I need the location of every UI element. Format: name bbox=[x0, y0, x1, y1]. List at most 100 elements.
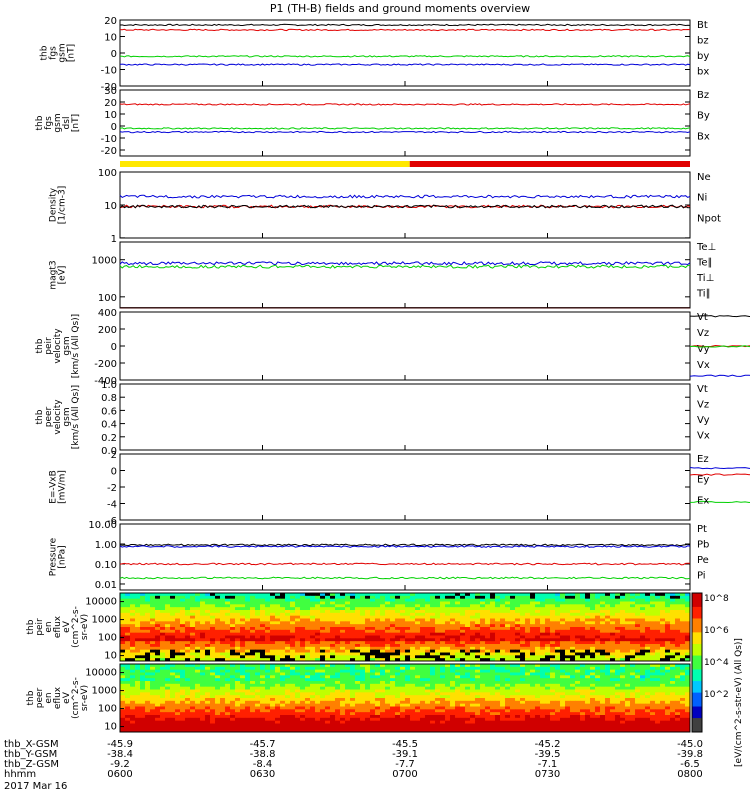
spectrogram-cell bbox=[455, 649, 461, 653]
spectrogram-cell bbox=[680, 698, 686, 702]
spectrogram-cell bbox=[195, 706, 201, 710]
spectrogram-cell bbox=[535, 621, 541, 625]
spectrogram-cell bbox=[355, 618, 361, 622]
spectrogram-cell bbox=[350, 621, 356, 625]
spectrogram-cell bbox=[145, 627, 151, 631]
spectrogram-cell bbox=[520, 641, 526, 645]
spectrogram-cell bbox=[630, 675, 636, 679]
spectrogram-cell bbox=[120, 709, 126, 713]
spectrogram-cell bbox=[315, 712, 321, 716]
spectrogram-cell bbox=[630, 672, 636, 676]
spectrogram-cell bbox=[420, 627, 426, 631]
spectrogram-cell bbox=[360, 692, 366, 696]
spectrogram-cell bbox=[450, 635, 456, 639]
spectrogram-cell bbox=[250, 607, 256, 611]
spectrogram-cell bbox=[285, 652, 291, 656]
spectrogram-cell bbox=[630, 635, 636, 639]
spectrogram-cell bbox=[480, 635, 486, 639]
spectrogram-cell bbox=[685, 698, 691, 702]
spectrogram-cell bbox=[205, 689, 211, 693]
panel-ylabel-line: thb bbox=[26, 690, 36, 705]
spectrogram-cell bbox=[135, 621, 141, 625]
spectrogram-cell bbox=[685, 610, 691, 614]
spectrogram-cell bbox=[540, 703, 546, 707]
spectrogram-cell bbox=[320, 706, 326, 710]
y-tick-label: -20 bbox=[101, 82, 117, 93]
spectrogram-cell bbox=[300, 629, 306, 634]
spectrogram-cell bbox=[650, 695, 656, 699]
spectrogram-cell bbox=[490, 632, 496, 636]
spectrogram-cell bbox=[285, 621, 291, 625]
spectrogram-cell bbox=[420, 635, 426, 639]
spectrogram-cell bbox=[590, 700, 596, 705]
spectrogram-cell bbox=[635, 692, 641, 696]
spectrogram-cell bbox=[210, 655, 216, 659]
spectrogram-cell bbox=[660, 618, 666, 622]
spectrogram-cell bbox=[215, 706, 221, 710]
spectrogram-cell bbox=[625, 672, 631, 676]
spectrogram-cell bbox=[310, 675, 316, 679]
spectrogram-cell bbox=[435, 709, 441, 713]
spectrogram-cell bbox=[135, 604, 141, 608]
spectrogram-cell bbox=[645, 652, 651, 656]
spectrogram-cell bbox=[325, 681, 331, 685]
spectrogram-cell bbox=[510, 627, 516, 631]
spectrogram-cell bbox=[500, 658, 506, 662]
spectrogram-cell bbox=[335, 641, 341, 645]
spectrogram-cell bbox=[135, 672, 141, 676]
spectrogram-cell bbox=[170, 695, 176, 699]
spectrogram-cell bbox=[210, 644, 216, 648]
spectrogram-cell bbox=[530, 601, 536, 605]
spectrogram-cell bbox=[380, 706, 386, 710]
spectrogram-cell bbox=[620, 709, 626, 713]
spectrogram-cell bbox=[215, 610, 221, 614]
spectrogram-cell bbox=[260, 712, 266, 716]
spectrogram-cell bbox=[440, 610, 446, 614]
spectrogram-cell bbox=[665, 598, 671, 602]
spectrogram-cell bbox=[685, 629, 691, 634]
spectrogram-cell bbox=[440, 652, 446, 656]
spectrogram-cell bbox=[525, 595, 531, 600]
spectrogram-cell bbox=[145, 632, 151, 636]
spectrogram-cell bbox=[200, 646, 206, 651]
spectrogram-cell bbox=[265, 601, 271, 605]
spectrogram-cell bbox=[590, 675, 596, 679]
spectrogram-cell bbox=[225, 607, 231, 611]
spectrogram-cell bbox=[580, 709, 586, 713]
spectrogram-cell bbox=[160, 675, 166, 679]
spectrogram-cell bbox=[150, 649, 156, 653]
spectrogram-cell bbox=[565, 675, 571, 679]
spectrogram-cell bbox=[350, 649, 356, 653]
spectrogram-cell bbox=[260, 638, 266, 642]
spectrogram-cell bbox=[550, 632, 556, 636]
spectrogram-cell bbox=[635, 703, 641, 707]
spectrogram-cell bbox=[590, 595, 596, 600]
spectrogram-cell bbox=[635, 593, 641, 597]
spectrogram-cell bbox=[455, 629, 461, 634]
spectrogram-cell bbox=[535, 681, 541, 685]
spectrogram-cell bbox=[210, 664, 216, 668]
spectrogram-cell bbox=[670, 672, 676, 676]
spectrogram-cell bbox=[265, 678, 271, 682]
y-tick-label: 100 bbox=[98, 293, 117, 304]
spectrogram-cell bbox=[635, 700, 641, 705]
spectrogram-cell bbox=[555, 703, 561, 707]
spectrogram-cell bbox=[190, 632, 196, 636]
spectrogram-cell bbox=[670, 649, 676, 653]
spectrogram-cell bbox=[285, 700, 291, 705]
spectrogram-cell bbox=[485, 615, 491, 619]
spectrogram-cell bbox=[120, 681, 126, 685]
spectrogram-cell bbox=[265, 703, 271, 707]
spectrogram-cell bbox=[445, 621, 451, 625]
spectrogram-cell bbox=[500, 601, 506, 605]
spectrogram-cell bbox=[610, 629, 616, 634]
spectrogram-cell bbox=[560, 683, 566, 688]
spectrogram-cell bbox=[635, 638, 641, 642]
spectrogram-cell bbox=[275, 598, 281, 602]
spectrogram-cell bbox=[295, 615, 301, 619]
spectrogram-cell bbox=[585, 621, 591, 625]
spectrogram-cell bbox=[460, 686, 466, 690]
spectrogram-cell bbox=[620, 598, 626, 602]
spectrogram-cell bbox=[240, 638, 246, 642]
spectrogram-cell bbox=[370, 627, 376, 631]
